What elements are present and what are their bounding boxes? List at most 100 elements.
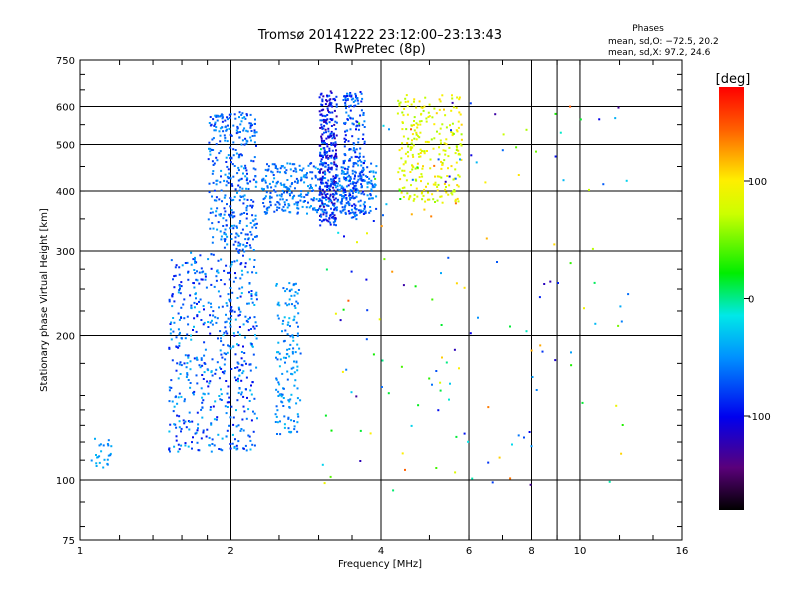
data-point (360, 175, 363, 178)
data-point (212, 181, 215, 184)
data-point (419, 152, 422, 154)
data-point (335, 174, 338, 177)
data-point (306, 172, 308, 175)
data-point (352, 165, 355, 168)
data-point (320, 103, 323, 106)
data-point (491, 481, 494, 484)
data-point (401, 452, 404, 455)
data-point (333, 123, 336, 126)
data-point (454, 177, 457, 180)
data-point (276, 351, 278, 354)
data-point (336, 185, 339, 188)
data-point (183, 422, 186, 425)
data-point (226, 243, 229, 246)
data-point (287, 416, 290, 419)
data-point (244, 262, 247, 265)
data-point (303, 174, 306, 177)
data-point (237, 391, 240, 394)
data-point (437, 158, 440, 161)
data-point (538, 296, 541, 299)
data-point (207, 369, 210, 372)
data-point (239, 195, 242, 198)
data-point (237, 166, 240, 169)
data-point (318, 96, 321, 99)
data-point (320, 168, 323, 171)
data-point (219, 230, 222, 233)
data-point (332, 175, 335, 178)
data-point (570, 364, 573, 367)
data-point (203, 341, 206, 344)
data-point (289, 211, 292, 214)
data-point (467, 440, 470, 443)
data-point (453, 348, 456, 351)
data-point (180, 306, 183, 309)
data-point (456, 130, 459, 133)
data-point (328, 99, 331, 102)
data-point (246, 396, 248, 399)
data-point (459, 113, 462, 116)
data-point (103, 458, 106, 461)
data-point (209, 321, 212, 324)
data-point (501, 149, 504, 152)
data-point (359, 147, 362, 150)
data-point (249, 231, 252, 233)
data-point (220, 353, 223, 356)
data-point (237, 344, 240, 347)
data-point (293, 163, 296, 166)
data-point (229, 227, 232, 230)
data-point (218, 377, 221, 380)
data-point (265, 175, 268, 177)
data-point (404, 152, 407, 155)
data-point (422, 109, 425, 112)
data-point (317, 200, 320, 202)
data-point (439, 195, 442, 198)
data-point (439, 139, 442, 142)
data-point (237, 331, 239, 334)
data-point (293, 420, 295, 423)
data-point (344, 134, 347, 137)
data-point (453, 189, 456, 191)
data-point (330, 134, 333, 137)
data-point (227, 168, 230, 171)
data-point (218, 198, 221, 201)
data-point (209, 227, 212, 230)
data-point (438, 146, 440, 149)
data-point (224, 194, 227, 197)
data-point (362, 113, 365, 116)
data-point (323, 131, 325, 134)
data-point (323, 218, 325, 221)
data-point (447, 167, 449, 170)
data-point (330, 102, 333, 105)
data-point (241, 286, 244, 289)
data-point (419, 148, 422, 151)
data-point (183, 317, 186, 320)
data-point (274, 167, 277, 169)
data-point (235, 379, 237, 382)
data-point (319, 178, 322, 181)
data-point (431, 383, 433, 386)
data-point (410, 128, 412, 131)
data-point (343, 205, 346, 208)
data-point (239, 263, 242, 266)
data-point (193, 269, 196, 271)
data-point (361, 171, 364, 174)
data-point (231, 215, 234, 218)
data-point (333, 97, 336, 100)
data-point (250, 294, 253, 297)
data-point (523, 436, 525, 439)
data-point (246, 182, 249, 185)
data-point (306, 212, 308, 215)
data-point (220, 238, 223, 241)
data-point (210, 253, 213, 256)
data-point (557, 282, 559, 284)
data-point (234, 438, 236, 441)
data-point (248, 244, 251, 247)
data-point (413, 98, 416, 101)
data-point (319, 205, 321, 208)
data-point (325, 162, 327, 165)
data-point (455, 106, 458, 109)
data-point (418, 155, 421, 158)
data-point (250, 343, 253, 345)
data-point (334, 141, 337, 144)
data-point (447, 256, 450, 259)
